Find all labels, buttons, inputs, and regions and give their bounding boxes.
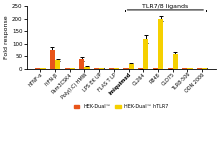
Bar bbox=[94, 68, 99, 69]
Bar bbox=[138, 68, 143, 69]
Bar bbox=[109, 68, 114, 69]
Bar bbox=[70, 68, 75, 69]
Bar bbox=[153, 68, 158, 69]
Bar bbox=[123, 68, 128, 69]
Bar bbox=[202, 68, 207, 69]
Bar bbox=[173, 54, 178, 69]
Bar bbox=[158, 19, 163, 69]
Bar bbox=[128, 64, 134, 69]
Bar bbox=[187, 68, 192, 69]
Text: TLR7/8 ligands: TLR7/8 ligands bbox=[142, 4, 189, 9]
Bar bbox=[114, 68, 119, 69]
Y-axis label: Fold response: Fold response bbox=[4, 16, 9, 59]
Bar bbox=[143, 39, 148, 69]
Bar bbox=[65, 68, 70, 69]
Bar bbox=[168, 68, 173, 69]
Legend: HEK-Dual™, HEK-Dual™ hTLR7: HEK-Dual™, HEK-Dual™ hTLR7 bbox=[72, 102, 171, 111]
Bar bbox=[197, 68, 202, 69]
Bar bbox=[84, 67, 90, 69]
Bar bbox=[79, 59, 84, 69]
Bar bbox=[50, 50, 55, 69]
Bar bbox=[55, 60, 60, 69]
Bar bbox=[182, 68, 187, 69]
Bar bbox=[99, 68, 104, 69]
Bar bbox=[35, 68, 40, 69]
Bar bbox=[40, 68, 46, 69]
